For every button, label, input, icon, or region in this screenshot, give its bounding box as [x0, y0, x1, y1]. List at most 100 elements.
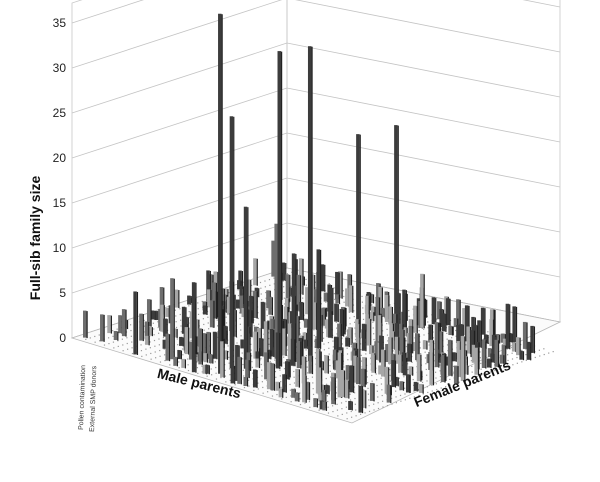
- bar-body: [313, 398, 317, 408]
- bar-body: [456, 299, 460, 327]
- small-bar: [422, 340, 428, 350]
- floor-dot: [130, 324, 132, 326]
- floor-dot: [224, 375, 227, 377]
- bar-side: [233, 116, 235, 369]
- floor-dot: [207, 316, 209, 318]
- small-bar: [212, 331, 218, 360]
- floor-dot: [212, 326, 214, 328]
- small-bar: [146, 299, 152, 327]
- floor-dot: [187, 369, 190, 372]
- bar-side: [452, 326, 454, 336]
- floor-dot: [154, 345, 156, 347]
- floor-dot: [158, 344, 160, 346]
- floor-dot: [252, 372, 254, 374]
- bar-side: [252, 296, 254, 324]
- floor-dot: [284, 303, 286, 305]
- floor-dot: [368, 410, 371, 413]
- bar-side: [341, 350, 344, 378]
- bar-body: [428, 324, 432, 343]
- bar-side: [215, 282, 217, 319]
- bar-body: [501, 333, 505, 343]
- x-axis-label-external: External SMP donors: [89, 365, 98, 432]
- floor-dot: [336, 333, 338, 335]
- bar-side: [480, 320, 482, 348]
- bar-body: [255, 351, 259, 361]
- floor-dot: [395, 390, 397, 392]
- floor-dot: [359, 413, 362, 415]
- bar-body: [229, 116, 234, 369]
- floor-dot: [516, 362, 518, 364]
- bar-body: [337, 323, 341, 351]
- floor-dot: [313, 334, 315, 337]
- floor-dot: [404, 387, 406, 389]
- bar-body: [332, 349, 337, 368]
- small-bar: [511, 342, 517, 353]
- floor-dot: [228, 362, 230, 364]
- bar-side: [327, 355, 329, 374]
- bar-side: [285, 374, 287, 393]
- floor-dot: [241, 352, 243, 354]
- bar-side: [405, 352, 407, 362]
- small-bar: [220, 341, 225, 378]
- bar-side: [533, 326, 536, 354]
- floor-dot: [424, 357, 427, 359]
- bar-side: [477, 348, 480, 376]
- bar-body: [384, 366, 389, 394]
- small-bar: [474, 347, 480, 376]
- floor-dot: [196, 361, 198, 363]
- bar-side: [296, 259, 298, 287]
- bar-body: [499, 354, 504, 364]
- floor-dot: [415, 360, 418, 362]
- bar-side: [298, 392, 300, 402]
- small-bar: [205, 364, 210, 375]
- bar-body: [474, 347, 478, 375]
- bar-body: [121, 309, 126, 337]
- bar-side: [195, 282, 197, 373]
- floor-dot: [159, 361, 162, 363]
- floor-dot: [323, 343, 325, 345]
- bar-body: [302, 332, 307, 342]
- bar-body: [487, 348, 492, 358]
- floor-dot: [143, 325, 146, 327]
- floor-dot: [350, 410, 352, 413]
- small-bar: [328, 310, 333, 339]
- small-bar: [247, 309, 253, 338]
- floor-dot: [408, 309, 410, 312]
- floor-dot: [376, 390, 378, 392]
- floor-dot: [274, 359, 276, 361]
- bar-body: [366, 318, 371, 346]
- floor-dot: [103, 344, 106, 346]
- floor-dot: [479, 357, 481, 359]
- bar-side: [397, 377, 399, 387]
- floor-dot: [179, 308, 181, 310]
- bar-body: [226, 296, 231, 315]
- floor-dot: [336, 327, 338, 329]
- small-bar: [489, 319, 495, 347]
- floor-dot: [427, 321, 429, 323]
- floor-dot: [361, 360, 363, 362]
- small-bar: [230, 365, 236, 384]
- small-bar: [208, 354, 214, 364]
- floor-dot: [345, 336, 347, 338]
- bar-side: [110, 315, 112, 334]
- floor-dot: [163, 354, 166, 356]
- floor-dot: [349, 317, 351, 319]
- bar-body: [270, 318, 274, 337]
- bar-side: [294, 339, 296, 367]
- floor-dot: [207, 322, 209, 324]
- bar-side: [494, 310, 496, 338]
- floor-dot: [345, 330, 347, 332]
- floor-dot: [354, 327, 356, 329]
- small-bar: [431, 297, 437, 325]
- small-bar: [349, 365, 355, 393]
- floor-dot: [373, 403, 375, 405]
- small-bar: [345, 337, 350, 348]
- floor-dot: [261, 369, 263, 371]
- bar-side: [418, 333, 420, 361]
- small-bar: [177, 350, 183, 360]
- floor-dot: [149, 335, 151, 337]
- floor-dot: [322, 326, 324, 328]
- gridline-left: [71, 42, 288, 114]
- bar-side: [166, 319, 168, 338]
- small-bar: [530, 325, 536, 354]
